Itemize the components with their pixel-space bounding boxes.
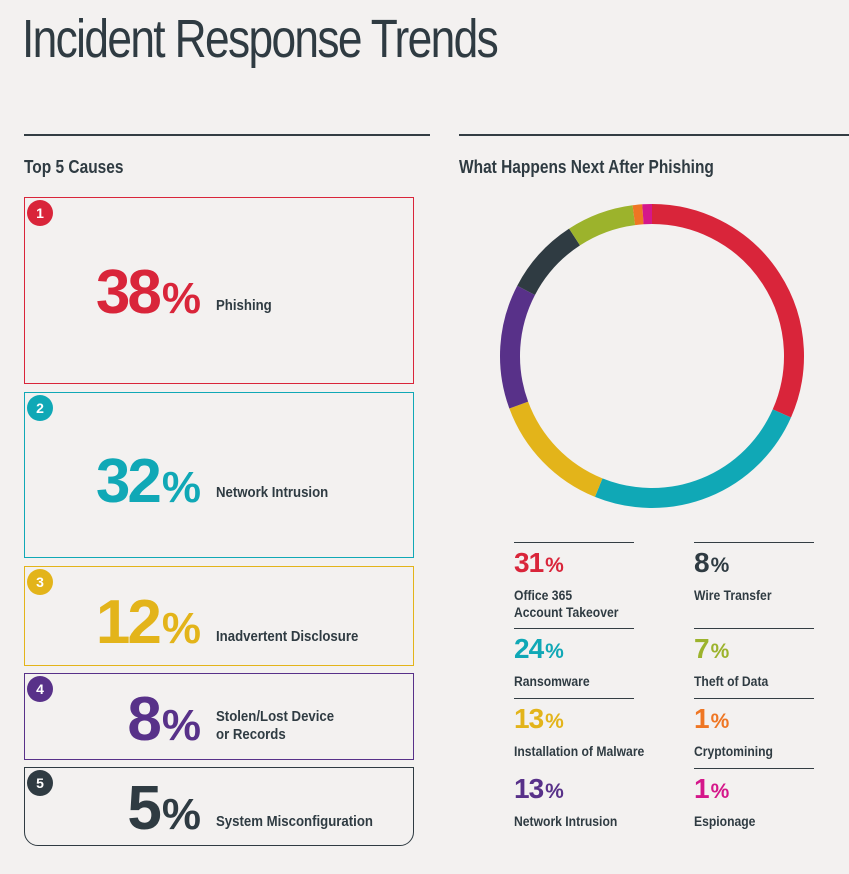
phishing-aftermath-heading: What Happens Next After Phishing — [459, 157, 714, 177]
legend-label: Office 365 Account Takeover — [514, 588, 619, 620]
donut-slice-network-intrusion — [500, 285, 536, 409]
legend-item: 1% Cryptomining — [694, 698, 814, 759]
percent-sign: % — [545, 554, 564, 577]
percent-sign: % — [710, 640, 730, 663]
cause-card-4: 4 8% Stolen/Lost Device or Records — [24, 673, 414, 760]
legend-value: 13 — [514, 703, 544, 734]
legend-item: 31% Office 365 Account Takeover — [514, 542, 634, 620]
legend-label: Network Intrusion — [514, 814, 618, 829]
cause-percent-value: 12 — [95, 588, 162, 657]
donut-slice-installation-of-malware — [509, 401, 603, 497]
percent-sign: % — [545, 640, 564, 663]
cause-percent: 12% — [96, 592, 201, 654]
legend-value: 7 — [694, 633, 710, 664]
percent-sign: % — [710, 780, 730, 803]
legend-value: 13 — [514, 773, 544, 804]
legend-label: Ransomware — [514, 674, 590, 689]
percent-sign: % — [710, 554, 730, 577]
legend-item: 8% Wire Transfer — [694, 542, 814, 603]
cause-percent-value: 5 — [127, 774, 162, 843]
legend-item: 13% Network Intrusion — [514, 768, 634, 830]
legend-value: 24 — [514, 633, 544, 664]
cause-percent: 5% — [127, 778, 201, 840]
cause-percent: 38% — [96, 262, 201, 324]
cause-label: System Misconfiguration — [216, 813, 373, 830]
cause-card-1: 1 38% Phishing — [24, 197, 414, 384]
percent-sign: % — [161, 463, 201, 512]
legend-percent: 7% — [694, 635, 729, 663]
legend-value: 1 — [694, 703, 710, 734]
cause-label: Phishing — [216, 297, 272, 314]
cause-percent-value: 38 — [95, 258, 162, 327]
percent-sign: % — [161, 790, 201, 839]
rank-badge: 1 — [27, 200, 53, 226]
cause-card-2: 2 32% Network Intrusion — [24, 392, 414, 558]
rank-badge: 3 — [27, 569, 53, 595]
legend-value: 31 — [514, 547, 544, 578]
legend-percent: 8% — [694, 549, 729, 577]
legend-label: Cryptomining — [694, 744, 773, 759]
cause-label: Network Intrusion — [216, 484, 329, 501]
legend-percent: 13% — [514, 775, 564, 803]
rank-badge: 4 — [27, 676, 53, 702]
cause-card-3: 3 12% Inadvertent Disclosure — [24, 566, 414, 666]
rank-badge: 5 — [27, 770, 53, 796]
rank-badge: 2 — [27, 395, 53, 421]
cause-percent: 32% — [96, 451, 201, 513]
percent-sign: % — [545, 780, 564, 803]
cause-label: Stolen/Lost Device or Records — [216, 708, 335, 743]
cause-percent-value: 32 — [95, 447, 162, 516]
percent-sign: % — [161, 701, 201, 750]
donut-slice-ransomware — [594, 409, 791, 508]
legend-item: 24% Ransomware — [514, 628, 634, 689]
legend-percent: 24% — [514, 635, 564, 663]
legend-percent: 13% — [514, 705, 564, 733]
left-divider — [24, 134, 430, 136]
donut-slice-cryptomining — [632, 204, 644, 226]
cause-label: Inadvertent Disclosure — [216, 628, 359, 645]
percent-sign: % — [545, 710, 564, 733]
legend-item: 1% Espionage — [694, 768, 814, 829]
legend-percent: 1% — [694, 705, 729, 733]
right-divider — [459, 134, 849, 136]
percent-sign: % — [161, 274, 201, 323]
legend-value: 1 — [694, 773, 710, 804]
phishing-outcome-donut-chart — [500, 204, 804, 508]
percent-sign: % — [710, 710, 730, 733]
legend-item: 13% Installation of Malware — [514, 698, 644, 759]
legend-label: Wire Transfer — [694, 588, 772, 603]
page-title: Incident Response Trends — [22, 9, 499, 69]
legend-value: 8 — [694, 547, 710, 578]
legend-percent: 1% — [694, 775, 729, 803]
cause-percent-value: 8 — [127, 685, 162, 754]
legend-label: Espionage — [694, 814, 756, 829]
legend-percent: 31% — [514, 549, 564, 577]
donut-slice-wire-transfer — [517, 228, 581, 296]
percent-sign: % — [161, 604, 201, 653]
cause-card-5: 5 5% System Misconfiguration — [24, 767, 414, 846]
legend-item: 7% Theft of Data — [694, 628, 814, 689]
donut-slice-office-365 — [651, 204, 804, 418]
legend-label: Theft of Data — [694, 674, 769, 689]
legend-label: Installation of Malware — [514, 744, 645, 759]
donut-slice-theft-of-data — [569, 205, 636, 246]
top-causes-heading: Top 5 Causes — [24, 157, 124, 177]
cause-percent: 8% — [127, 689, 201, 751]
